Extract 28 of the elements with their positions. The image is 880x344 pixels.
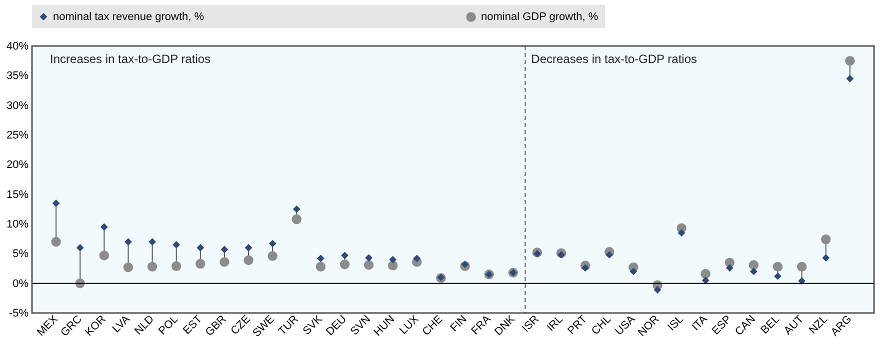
- y-tick-label: 40%: [6, 40, 29, 52]
- y-tick-label: 35%: [6, 70, 29, 82]
- x-tick-label: FIN: [448, 313, 470, 334]
- y-tick-label: 30%: [6, 100, 29, 112]
- x-tick-label: POL: [156, 313, 181, 338]
- x-tick-label: ITA: [690, 312, 710, 334]
- y-tick-label: 5%: [12, 248, 29, 260]
- y-tick-label: 15%: [6, 188, 29, 201]
- x-tick-label: LVA: [110, 312, 133, 336]
- x-tick-label: FRA: [469, 312, 494, 338]
- x-tick-label: NLD: [132, 313, 157, 338]
- y-tick-label: 0%: [12, 278, 29, 290]
- legend-label: nominal GDP growth, %: [481, 11, 598, 23]
- annotation: Increases in tax-to-GDP ratios: [50, 52, 211, 66]
- x-tick-label: IRL: [544, 313, 566, 334]
- legend-label: nominal tax revenue growth, %: [53, 10, 204, 23]
- x-tick-label: BEL: [758, 313, 782, 336]
- y-tick-label: -5%: [8, 308, 29, 320]
- x-tick-label: NZL: [806, 313, 830, 336]
- x-tick-label: ISR: [520, 313, 542, 335]
- y-tick-label: 20%: [6, 159, 29, 172]
- x-tick-label: CHL: [590, 313, 614, 338]
- x-tick-label: ISL: [666, 313, 686, 334]
- x-tick-label: TUR: [276, 313, 301, 338]
- x-tick-label: USA: [613, 312, 638, 338]
- y-tick-label: 25%: [6, 130, 29, 142]
- annotation: Decreases in tax-to-GDP ratios: [531, 52, 698, 66]
- y-tick-label: 10%: [6, 218, 29, 230]
